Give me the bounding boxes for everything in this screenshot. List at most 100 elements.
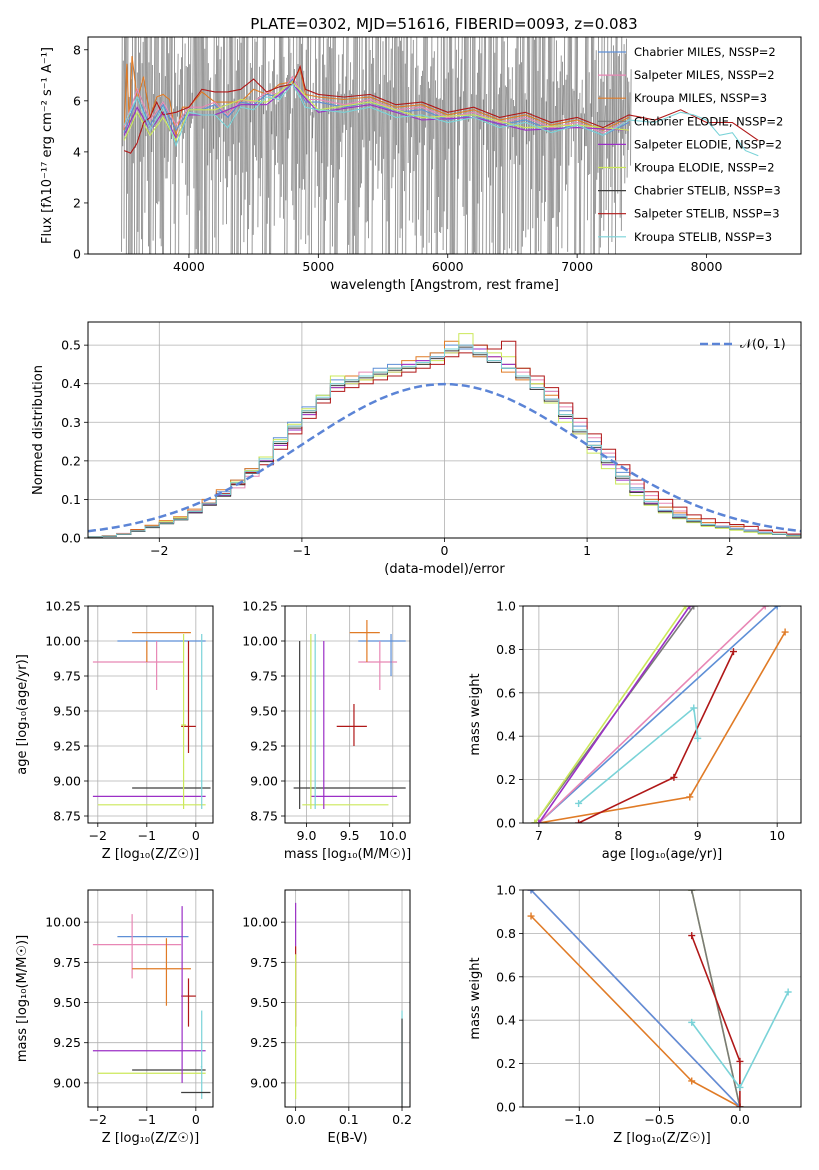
- y-tick-label: 0.0: [61, 531, 81, 546]
- y-tick-label: 9.75: [53, 669, 81, 684]
- mass-weight-line: [578, 706, 699, 805]
- x-axis-label: wavelength [Angstrom, rest frame]: [330, 278, 559, 293]
- y-tick-label: 9.50: [250, 704, 278, 719]
- y-tick-label: 9.25: [250, 739, 278, 754]
- mass-weight-line: [534, 606, 687, 823]
- x-tick-label: 9.5: [340, 828, 360, 843]
- axes-frame: [87, 889, 214, 1108]
- mass-weight-point: [682, 606, 690, 610]
- y-tick-label: 2: [73, 195, 81, 210]
- legend-label: Chabrier STELIB, NSSP=3: [634, 184, 781, 198]
- mass-weight-point: [531, 819, 539, 823]
- mass-weight-line: [530, 890, 741, 1107]
- legend: 𝒩(0, 1): [700, 336, 786, 351]
- mass-weight-point: [535, 819, 543, 823]
- y-tick-label: 0.2: [61, 453, 81, 468]
- x-tick-label: 10: [769, 828, 785, 843]
- legend-label: Kroupa MILES, NSSP=3: [634, 91, 767, 105]
- legend: Chabrier MILES, NSSP=2 Salpeter MILES, NS…: [598, 45, 783, 244]
- y-axis-label: Flux [fλ10⁻¹⁷ erg cm⁻² s⁻¹ A⁻¹]: [40, 47, 55, 244]
- y-tick-label: 9.75: [250, 669, 278, 684]
- y-tick-label: 0.4: [496, 729, 516, 744]
- x-tick-label: 9.0: [297, 828, 317, 843]
- mass-weight-point: [670, 773, 678, 781]
- legend-label: Chabrier MILES, NSSP=2: [634, 45, 776, 59]
- y-tick-label: 10.25: [242, 599, 278, 614]
- axes-frame: [87, 605, 214, 824]
- x-axis-label: E(B-V): [327, 1131, 367, 1146]
- x-tick-label: 2: [726, 543, 734, 558]
- x-tick-label: 0.0: [286, 1112, 306, 1127]
- x-axis-label: mass [log₁₀(M/M☉)]: [284, 847, 411, 862]
- y-tick-label: 10.00: [45, 915, 81, 930]
- mass-weight-point: [736, 1083, 744, 1091]
- x-tick-label: −1: [138, 828, 156, 843]
- x-tick-label: −0.5: [644, 1112, 674, 1127]
- y-tick-label: 8.75: [53, 809, 81, 824]
- x-tick-label: −2: [150, 543, 168, 558]
- y-tick-label: 0.6: [496, 685, 516, 700]
- plot-area: [531, 606, 789, 823]
- x-tick-label: 9: [694, 828, 702, 843]
- y-tick-label: 8: [73, 42, 81, 57]
- legend-label: Salpeter ELODIE, NSSP=2: [634, 137, 782, 151]
- x-tick-label: 8: [614, 828, 622, 843]
- x-axis-label: Z [log₁₀(Z/Z☉)]: [102, 1131, 199, 1146]
- model-spectrum-line: [123, 80, 629, 142]
- x-tick-label: 4000: [173, 259, 205, 274]
- x-tick-label: 10.0: [379, 828, 407, 843]
- y-axis-label: mass [log₁₀(M/M☉)]: [15, 935, 30, 1062]
- gaussian-curve: [88, 382, 801, 533]
- model-spectrum-line: [123, 83, 629, 139]
- mass-weight-line: [538, 606, 778, 823]
- y-tick-label: 10.00: [242, 915, 278, 930]
- y-axis-label: mass weight: [468, 957, 483, 1039]
- plot-area: [295, 902, 403, 1107]
- y-tick-label: 0.8: [496, 926, 516, 941]
- y-tick-label: 4: [73, 144, 81, 159]
- axes-frame: [284, 889, 411, 1108]
- plot-area: [293, 620, 406, 809]
- x-tick-label: 0: [192, 1112, 200, 1127]
- model-spectrum-line: [123, 64, 759, 154]
- legend-label: Chabrier ELODIE, NSSP=2: [634, 114, 783, 128]
- x-tick-label: 7: [535, 828, 543, 843]
- y-tick-label: 1.0: [496, 599, 516, 614]
- mass-weight-point: [688, 1077, 696, 1085]
- x-axis-label: Z [log₁₀(Z/Z☉)]: [102, 847, 199, 862]
- legend-label: Salpeter MILES, NSSP=2: [634, 68, 775, 82]
- y-tick-label: 9.25: [53, 1035, 81, 1050]
- y-tick-label: 9.00: [53, 774, 81, 789]
- y-tick-label: 9.25: [250, 1035, 278, 1050]
- plot-area: [92, 631, 211, 809]
- y-tick-label: 9.75: [250, 955, 278, 970]
- figure-title: PLATE=0302, MJD=51616, FIBERID=0093, z=0…: [250, 15, 637, 33]
- mass-weight-line: [538, 606, 691, 823]
- y-tick-label: 9.25: [53, 739, 81, 754]
- model-spectrum-line: [123, 56, 630, 136]
- y-tick-label: 0.8: [496, 642, 516, 657]
- x-tick-label: 7000: [561, 259, 593, 274]
- mass-weight-point: [688, 932, 696, 940]
- plot-area: [527, 890, 792, 1107]
- mass-weight-point: [688, 890, 696, 894]
- chart-mass_vs_EBV: 0.0 0.1 0.2 9.00 9.25 9.50 9.75 10.00 E(B-V): [242, 889, 412, 1146]
- y-tick-label: 9.00: [53, 1075, 81, 1090]
- mass-weight-point: [527, 890, 535, 894]
- x-tick-label: 5000: [302, 259, 334, 274]
- axes-frame: [522, 889, 802, 1108]
- y-tick-label: 8.75: [250, 809, 278, 824]
- plot-area: [88, 333, 801, 538]
- y-tick-label: 0.1: [61, 492, 81, 507]
- mass-weight-point: [694, 734, 702, 742]
- chart-age_vs_Z: −2 −1 0 8.75 9.00 9.25 9.50 9.75 10.00 10.25 Z [lo…: [15, 599, 214, 862]
- mass-weight-point: [736, 1057, 744, 1065]
- y-tick-label: 9.00: [250, 1075, 278, 1090]
- plot-area: [92, 906, 211, 1099]
- mass-weight-point: [527, 912, 535, 920]
- mass-weight-line: [538, 631, 786, 823]
- x-tick-label: −2: [89, 1112, 107, 1127]
- y-tick-label: 0.5: [61, 338, 81, 353]
- y-tick-label: 0.0: [496, 816, 516, 831]
- x-tick-label: −2: [89, 828, 107, 843]
